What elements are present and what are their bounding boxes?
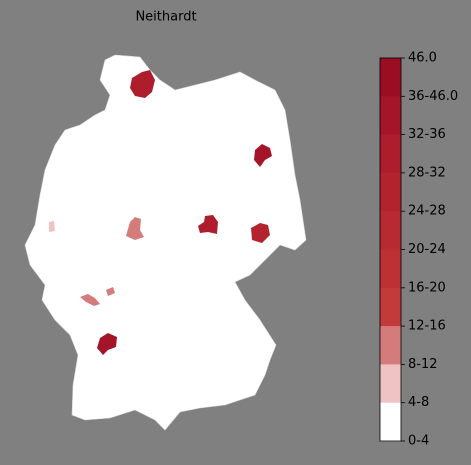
colorbar-band [380, 96, 401, 136]
colorbar-label: 16-20 [408, 280, 446, 295]
region-high [97, 333, 117, 355]
colorbar-band [380, 58, 401, 97]
colorbar-band [380, 287, 401, 327]
colorbar-frame [379, 57, 402, 442]
colorbar-label: 12-16 [408, 319, 446, 334]
colorbar-label: 24-28 [408, 204, 446, 219]
colorbar: 46.0 36-46.0 32-36 28-32 24-28 20-24 16-20 12-1… [380, 51, 458, 449]
germany-map [24, 54, 307, 431]
country-outline [24, 54, 307, 431]
region-mid [126, 217, 144, 240]
map-title: Neithardt [135, 10, 196, 25]
colorbar-label: 32-36 [408, 127, 446, 142]
colorbar-label: 4-8 [408, 395, 429, 410]
colorbar-band [380, 402, 401, 442]
region-mid [80, 287, 115, 306]
colorbar-label: 28-32 [408, 165, 446, 180]
colorbar-band [380, 326, 401, 365]
region-high [198, 215, 218, 234]
region-high [251, 223, 270, 243]
colorbar-band [380, 211, 401, 250]
colorbar-band [380, 249, 401, 289]
region-low [49, 221, 55, 232]
colorbar-label: 46.0 [408, 51, 437, 66]
colorbar-label: 8-12 [408, 357, 438, 372]
colorbar-band [380, 172, 401, 212]
colorbar-label: 0-4 [408, 434, 429, 449]
colorbar-label: 20-24 [408, 242, 446, 257]
region-high [254, 144, 272, 167]
region-high [130, 70, 155, 98]
colorbar-band [380, 364, 401, 404]
colorbar-label: 36-46.0 [408, 89, 458, 104]
colorbar-band [380, 134, 401, 174]
